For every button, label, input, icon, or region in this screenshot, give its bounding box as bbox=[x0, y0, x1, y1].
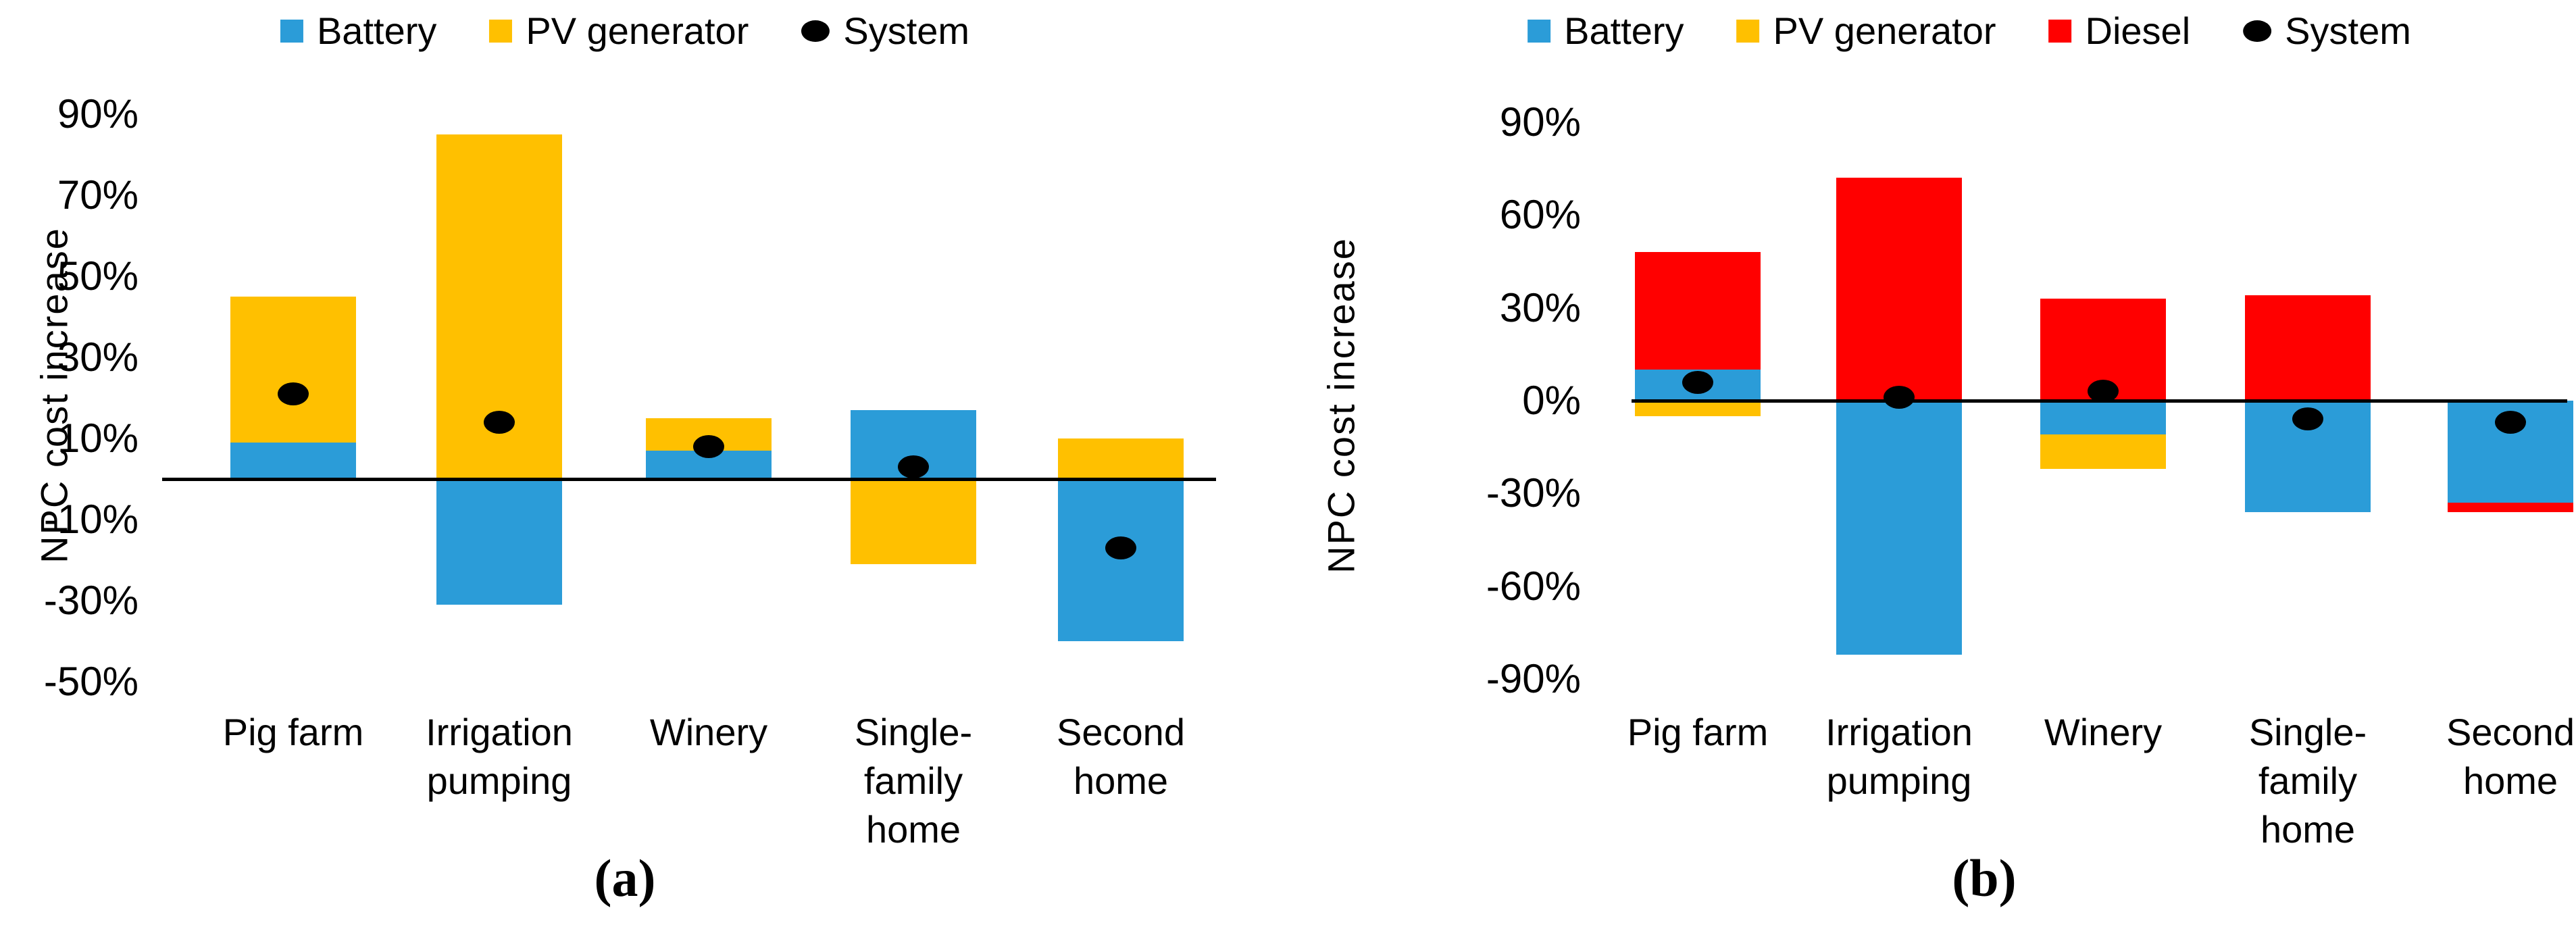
system-dot bbox=[2088, 380, 2119, 403]
legend-item-pv_generator: PV generator bbox=[489, 12, 749, 50]
system-dot bbox=[898, 455, 929, 478]
y-tick-label: -30% bbox=[1486, 470, 1581, 516]
pv_generator-swatch-icon bbox=[1736, 20, 1760, 43]
chart-caption: (a) bbox=[594, 849, 656, 907]
bar-segment-battery bbox=[436, 479, 562, 605]
x-category-label: Irrigation pumping bbox=[1825, 711, 1973, 802]
x-category-label: Second home bbox=[1057, 711, 1185, 802]
system-dot-icon bbox=[801, 20, 830, 42]
legend: Battery PV generator System bbox=[280, 12, 969, 50]
legend-item-system: System bbox=[2243, 12, 2411, 50]
system-dot bbox=[484, 411, 515, 434]
system-dot bbox=[1682, 370, 1713, 394]
system-dot bbox=[1884, 386, 1915, 409]
legend-label: Diesel bbox=[2085, 9, 2191, 52]
bar-segment-diesel bbox=[2448, 503, 2573, 512]
x-category-label: Second home bbox=[2446, 711, 2575, 802]
bar-segment-battery bbox=[1836, 401, 1962, 655]
battery-swatch-icon bbox=[280, 20, 303, 43]
y-tick-label: -50% bbox=[43, 659, 138, 704]
y-tick-label: 70% bbox=[57, 172, 138, 218]
legend-label: Battery bbox=[316, 9, 437, 52]
system-dot bbox=[2292, 407, 2323, 431]
x-category-label: Pig farm bbox=[1627, 711, 1769, 753]
battery-swatch-icon bbox=[1527, 20, 1551, 43]
y-tick-label: 10% bbox=[57, 416, 138, 461]
bar-segment-pv_generator bbox=[2040, 434, 2166, 469]
system-dot bbox=[278, 382, 309, 405]
legend-item-pv_generator: PV generator bbox=[1736, 9, 1996, 52]
legend-item-diesel: Diesel bbox=[2048, 9, 2191, 52]
pv_generator-swatch-icon bbox=[489, 20, 513, 43]
chart-caption: (b) bbox=[1952, 849, 2017, 907]
x-category-label: Pig farm bbox=[222, 711, 364, 753]
legend-item-battery: Battery bbox=[280, 12, 436, 50]
system-dot-icon bbox=[2243, 20, 2272, 42]
bar-segment-diesel bbox=[1635, 252, 1761, 370]
legend-label: PV generator bbox=[1773, 9, 1996, 52]
bar-segment-pv_generator bbox=[1058, 438, 1184, 479]
legend-label: PV generator bbox=[526, 9, 749, 52]
y-axis-title: NPC cost increase bbox=[1319, 237, 1363, 574]
legend-label: Battery bbox=[1564, 9, 1684, 52]
chart-panel-a: Battery PV generator System 90% 70% 50% 30% 10… bbox=[32, 12, 1216, 907]
x-category-label: Single-family home bbox=[2248, 711, 2367, 851]
legend-label: System bbox=[843, 9, 970, 52]
y-axis-title: NPC cost increase bbox=[32, 227, 76, 563]
x-category-label: Single-family home bbox=[854, 711, 973, 851]
bar-segment-diesel bbox=[2245, 295, 2371, 401]
system-dot bbox=[1105, 536, 1136, 559]
y-tick-label: -30% bbox=[43, 578, 138, 623]
x-category-label: Irrigation pumping bbox=[426, 711, 573, 802]
bar-segment-pv_generator bbox=[230, 297, 356, 443]
bar-segment-battery bbox=[1058, 479, 1184, 641]
y-tick-label: 30% bbox=[57, 334, 138, 380]
bar-segment-pv_generator bbox=[1635, 401, 1761, 416]
y-tick-label: 50% bbox=[57, 253, 138, 299]
legend: Battery PV generator Diesel System bbox=[1527, 12, 2411, 50]
legend-item-system: System bbox=[801, 12, 969, 50]
x-category-label: Winery bbox=[2044, 711, 2163, 753]
y-tick-label: -90% bbox=[1486, 656, 1581, 702]
y-tick-label: 90% bbox=[57, 91, 138, 136]
y-tick-label: 90% bbox=[1499, 99, 1581, 145]
y-tick-label: -10% bbox=[43, 497, 138, 542]
bar-segment-battery bbox=[2040, 401, 2166, 435]
y-tick-label: 0% bbox=[1522, 378, 1581, 423]
x-axis-line bbox=[162, 478, 1216, 481]
chart-panel-b: Battery PV generator Diesel System 90% 60% 30… bbox=[1288, 0, 2576, 929]
legend-item-battery: Battery bbox=[1527, 12, 1684, 50]
legend-label: System bbox=[2285, 9, 2411, 52]
y-tick-label: 30% bbox=[1499, 284, 1581, 330]
bar-segment-battery bbox=[230, 443, 356, 479]
bar-segment-diesel bbox=[1836, 178, 1962, 401]
bar-segment-pv_generator bbox=[851, 479, 976, 564]
x-category-label: Winery bbox=[649, 711, 768, 753]
system-dot bbox=[2495, 411, 2526, 434]
system-dot bbox=[693, 435, 724, 458]
diesel-swatch-icon bbox=[2048, 20, 2072, 43]
y-tick-label: 60% bbox=[1499, 192, 1581, 238]
y-tick-label: -60% bbox=[1486, 563, 1581, 609]
